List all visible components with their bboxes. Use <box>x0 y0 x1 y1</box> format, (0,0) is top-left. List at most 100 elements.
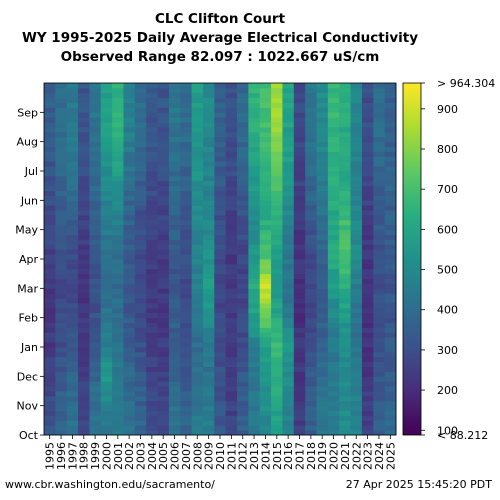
heatmap-cell <box>66 210 79 216</box>
heatmap-cell <box>134 381 147 387</box>
heatmap-cell <box>123 127 136 133</box>
heatmap-cell <box>123 322 136 328</box>
heatmap-cell <box>134 342 147 348</box>
heatmap-cell <box>191 386 204 392</box>
heatmap-cell <box>214 303 227 309</box>
heatmap-cell <box>168 268 181 275</box>
heatmap-cell <box>134 161 147 167</box>
heatmap-cell <box>350 283 363 289</box>
heatmap-cell <box>191 83 204 89</box>
heatmap-cell <box>237 171 249 177</box>
heatmap-cell <box>225 381 238 387</box>
heatmap-cell <box>123 151 136 157</box>
heatmap-cell <box>55 112 68 118</box>
heatmap-cell <box>350 136 363 143</box>
heatmap-cell <box>282 215 295 221</box>
heatmap-cell <box>168 371 181 377</box>
heatmap-cell <box>384 327 397 333</box>
heatmap-cell <box>327 131 340 138</box>
heatmap-cell <box>225 317 238 323</box>
heatmap-cell <box>89 254 102 260</box>
heatmap-cell <box>293 278 306 284</box>
heatmap-cell <box>100 376 113 382</box>
heatmap-cell <box>89 122 102 128</box>
heatmap-cell <box>293 386 306 392</box>
heatmap-cell <box>191 327 204 333</box>
heatmap-cell <box>339 131 351 138</box>
heatmap-cell <box>89 156 102 162</box>
heatmap-cell <box>146 283 158 289</box>
heatmap-cell <box>237 356 249 363</box>
heatmap-cell <box>282 180 295 187</box>
heatmap-cell <box>237 141 249 147</box>
heatmap-cell <box>100 342 113 348</box>
heatmap-cell <box>191 200 204 206</box>
heatmap-cell <box>191 425 204 431</box>
heatmap-cell <box>180 215 193 221</box>
heatmap-cell <box>214 117 227 123</box>
heatmap-cell <box>384 376 397 382</box>
heatmap-cell <box>180 117 193 123</box>
heatmap-cell <box>123 430 136 436</box>
heatmap-cell <box>373 391 386 397</box>
heatmap-cell <box>180 249 193 255</box>
heatmap-cell <box>44 117 56 123</box>
heatmap-cell <box>123 371 136 377</box>
heatmap-cell <box>305 166 317 172</box>
colorbar-min-label: < 88.212 <box>437 429 488 442</box>
heatmap-cell <box>327 146 340 152</box>
heatmap-cell <box>373 112 386 118</box>
heatmap-cell <box>123 112 136 118</box>
heatmap-cell <box>191 307 204 314</box>
heatmap-cell <box>361 371 374 377</box>
heatmap-cell <box>112 283 124 289</box>
heatmap-cell <box>55 332 68 338</box>
heatmap-cell <box>305 219 317 226</box>
heatmap-cell <box>259 185 272 191</box>
heatmap-cell <box>157 185 170 191</box>
heatmap-cell <box>123 161 136 167</box>
heatmap-cell <box>237 283 249 289</box>
heatmap-cell <box>259 107 272 113</box>
heatmap-cell <box>327 386 340 392</box>
heatmap-cell <box>248 337 261 343</box>
heatmap-cell <box>100 249 113 255</box>
heatmap-cell <box>66 166 79 172</box>
heatmap-cell <box>168 425 181 431</box>
heatmap-cell <box>305 161 317 167</box>
heatmap-cell <box>282 146 295 152</box>
heatmap-cell <box>237 410 249 416</box>
heatmap-cell <box>134 430 147 436</box>
heatmap-cell <box>293 185 306 191</box>
heatmap-cell <box>259 327 272 333</box>
heatmap-cell <box>350 312 363 319</box>
heatmap-cell <box>259 122 272 128</box>
heatmap-cell <box>66 415 79 421</box>
heatmap-cell <box>78 122 90 128</box>
heatmap-cell <box>361 219 374 226</box>
heatmap-cell <box>78 171 90 177</box>
heatmap-cell <box>134 322 147 328</box>
colorbar-tick-label: 400 <box>437 304 458 317</box>
heatmap-cell <box>123 268 136 275</box>
heatmap-cell <box>157 356 170 363</box>
heatmap-cell <box>168 347 181 353</box>
heatmap-cell <box>100 268 113 275</box>
heatmap-cell <box>112 131 124 138</box>
heatmap-cell <box>191 371 204 377</box>
heatmap-cell <box>373 400 386 407</box>
heatmap-cell <box>384 322 397 328</box>
heatmap-cell <box>202 342 215 348</box>
heatmap-cell <box>327 259 340 265</box>
heatmap-cell <box>146 151 158 157</box>
heatmap-cell <box>55 307 68 314</box>
heatmap-cell <box>157 156 170 162</box>
heatmap-cell <box>350 87 363 94</box>
heatmap-cell <box>361 87 374 94</box>
heatmap-cell <box>293 307 306 314</box>
heatmap-cell <box>271 386 283 392</box>
heatmap-cell <box>339 337 351 343</box>
heatmap-cell <box>55 175 68 182</box>
heatmap-cell <box>282 244 295 250</box>
heatmap-cell <box>157 342 170 348</box>
